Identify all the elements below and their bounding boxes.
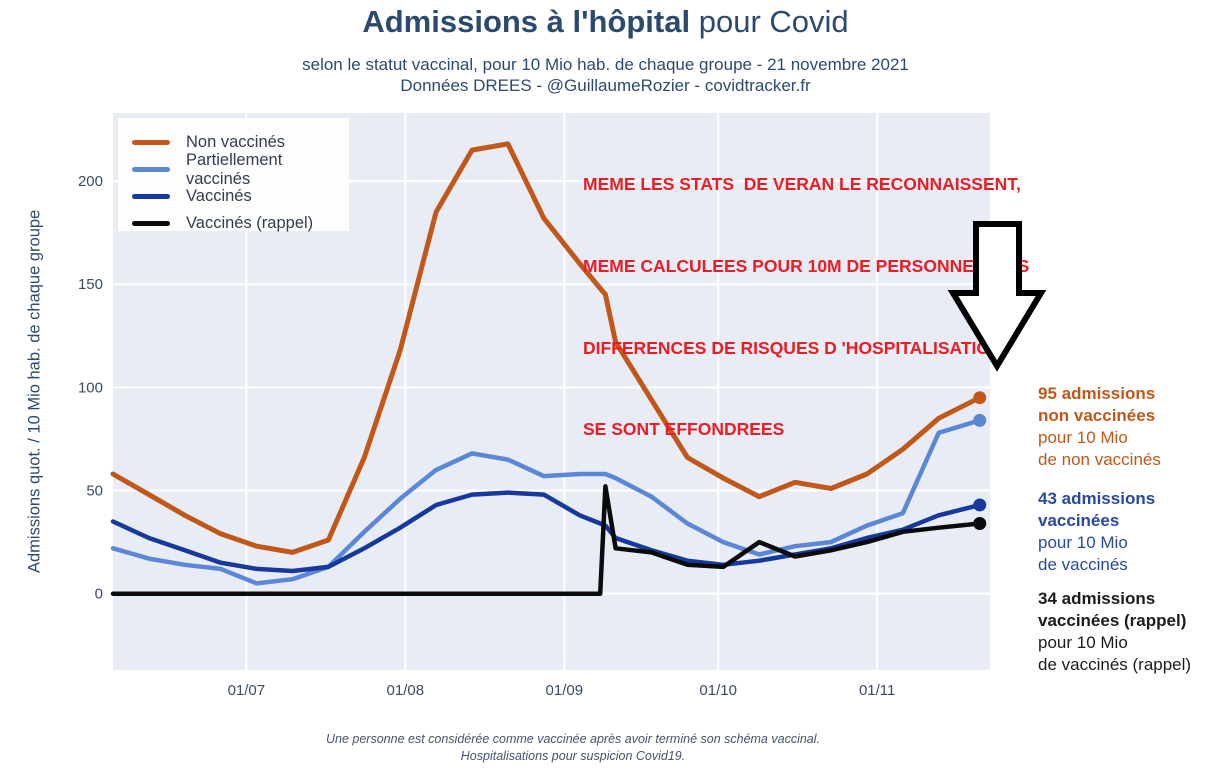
- series-end-marker-vaccin-s: [973, 498, 987, 512]
- subtitle-line-1: selon le statut vaccinal, pour 10 Mio ha…: [302, 55, 909, 74]
- page-title: Admissions à l'hôpital pour Covid: [0, 4, 1211, 40]
- value-label-line: de non vaccinés: [1038, 450, 1161, 469]
- value-label-line: vaccinées (rappel): [1038, 611, 1187, 630]
- y-tick-label: 200: [78, 173, 103, 190]
- legend-swatch-vaccines-rappel: [132, 221, 170, 226]
- legend-label: Vaccinés: [186, 187, 252, 205]
- red-annotation-line: SE SONT EFFONDREES: [583, 419, 785, 440]
- value-label-line: pour 10 Mio: [1038, 428, 1128, 447]
- subtitle-line-2: Données DREES - @GuillaumeRozier - covid…: [400, 76, 811, 95]
- y-tick-label: 0: [95, 586, 103, 603]
- value-label-line: 95 admissions: [1038, 384, 1156, 403]
- chart-footnotes: Une personne est considérée comme vaccin…: [0, 731, 1146, 765]
- value-label-line: pour 10 Mio: [1038, 533, 1128, 552]
- x-tick-label: 01/09: [546, 682, 584, 699]
- title-bold-part: Admissions à l'hôpital: [362, 4, 691, 39]
- series-end-marker-vaccin-s-rappel: [973, 517, 987, 531]
- legend-item-non-vaccines: Non vaccinés: [132, 129, 349, 156]
- value-label-line: pour 10 Mio: [1038, 633, 1128, 652]
- legend-label: Vaccinés (rappel): [186, 214, 314, 232]
- value-label-vaccines: 43 admissions vaccinées pour 10 Mio de v…: [1038, 488, 1211, 576]
- x-tick-label: 01/10: [699, 682, 737, 699]
- value-label-line: 43 admissions: [1038, 489, 1156, 508]
- down-arrow-icon: [947, 221, 1047, 372]
- red-annotation-line: MEME CALCULEES POUR 10M DE PERSONNES LES: [583, 256, 1030, 277]
- value-label-line: 34 admissions: [1038, 589, 1156, 608]
- y-axis-title: Admissions quot. / 10 Mio hab. de chaque…: [25, 209, 44, 574]
- y-tick-label: 100: [78, 379, 103, 396]
- value-label-vaccines-rappel: 34 admissions vaccinées (rappel) pour 10…: [1038, 588, 1211, 676]
- series-line-vaccin-s-rappel: [110, 484, 982, 596]
- series-line-partiellement-vaccin-s: [110, 418, 982, 586]
- y-tick-label: 50: [86, 483, 103, 500]
- red-annotation: MEME LES STATS DE VERAN LE RECONNAISSENT…: [583, 117, 1043, 498]
- series-end-marker-non-vaccin-s: [973, 391, 987, 405]
- down-arrow-annotation: [947, 218, 1047, 377]
- legend-item-vaccines: Vaccinés: [132, 183, 349, 210]
- value-label-non-vaccines: 95 admissions non vaccinées pour 10 Mio …: [1038, 383, 1211, 471]
- footnote-line-2: Hospitalisations pour suspicion Covid19.: [460, 749, 686, 763]
- value-label-line: de vaccinés: [1038, 555, 1128, 574]
- x-tick-label: 01/11: [859, 682, 895, 699]
- red-annotation-line: MEME LES STATS DE VERAN LE RECONNAISSENT…: [583, 174, 1021, 195]
- legend-label: Non vaccinés: [186, 133, 286, 151]
- series-line-non-vaccin-s: [110, 141, 983, 555]
- chart-legend: Non vaccinés Partiellement vaccinés Vacc…: [118, 118, 349, 232]
- footnote-line-1: Une personne est considérée comme vaccin…: [326, 732, 820, 746]
- red-annotation-line: DIFFERENCES DE RISQUES D 'HOSPITALISATIO…: [583, 337, 1003, 358]
- x-tick-label: 01/08: [387, 682, 425, 699]
- title-regular-part: pour Covid: [690, 4, 849, 39]
- y-tick-label: 150: [78, 276, 103, 293]
- legend-label: Partiellement vaccinés: [186, 150, 283, 188]
- legend-item-vaccines-rappel: Vaccinés (rappel): [132, 210, 349, 237]
- value-label-line: de vaccinés (rappel): [1038, 655, 1192, 674]
- legend-swatch-non-vaccines: [132, 140, 170, 145]
- chart-subtitle: selon le statut vaccinal, pour 10 Mio ha…: [0, 54, 1211, 96]
- legend-swatch-vaccines: [132, 194, 170, 199]
- x-tick-label: 01/07: [228, 682, 266, 699]
- series-end-marker-partiellement-vaccin-s: [973, 413, 987, 427]
- legend-swatch-partiellement-vaccines: [132, 167, 170, 172]
- legend-item-partiellement-vaccines: Partiellement vaccinés: [132, 151, 349, 188]
- value-label-line: vaccinées: [1038, 511, 1120, 530]
- chart-header: Admissions à l'hôpital pour Covid selon …: [0, 4, 1211, 96]
- value-label-line: non vaccinées: [1038, 406, 1156, 425]
